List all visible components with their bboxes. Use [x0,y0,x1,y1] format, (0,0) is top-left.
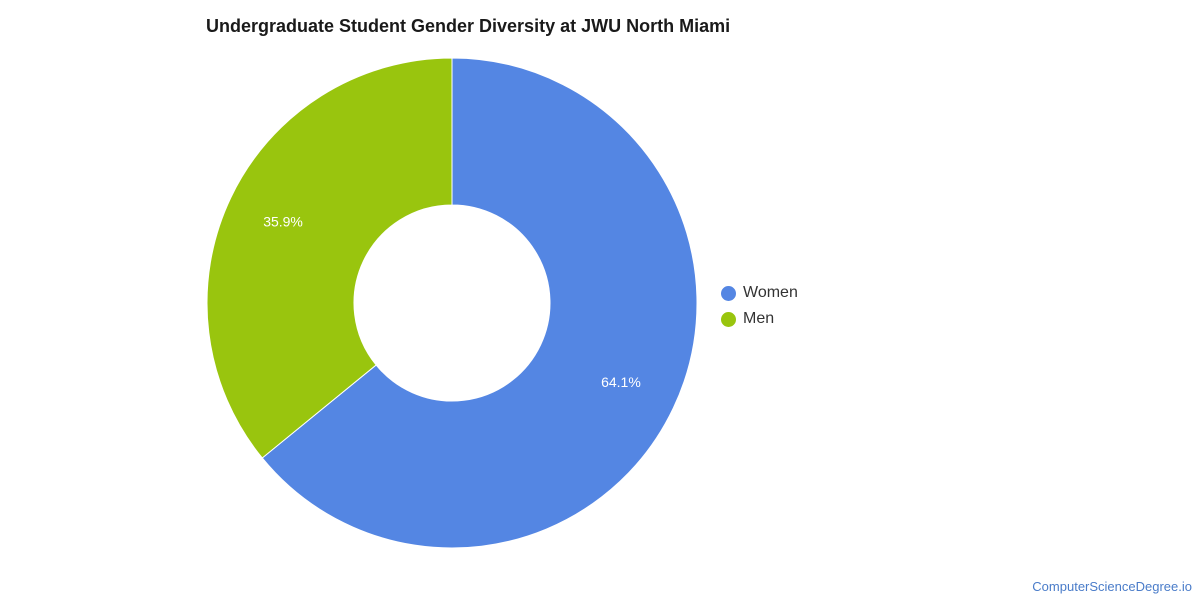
legend-item-men[interactable]: Men [721,306,798,332]
chart-title: Undergraduate Student Gender Diversity a… [206,16,731,36]
legend-label-men: Men [743,310,775,327]
legend: Women Men [721,280,798,332]
slice-label-men: 35.9% [263,214,303,230]
legend-label-women: Women [743,284,798,301]
slice-label-women: 64.1% [601,374,641,390]
legend-swatch-men [721,311,736,327]
slice-women[interactable] [261,57,698,549]
legend-swatch-women [721,285,736,301]
legend-item-women[interactable]: Women [721,280,798,306]
slice-men[interactable] [206,57,453,459]
watermark-link[interactable]: ComputerScienceDegree.io [1032,579,1192,594]
